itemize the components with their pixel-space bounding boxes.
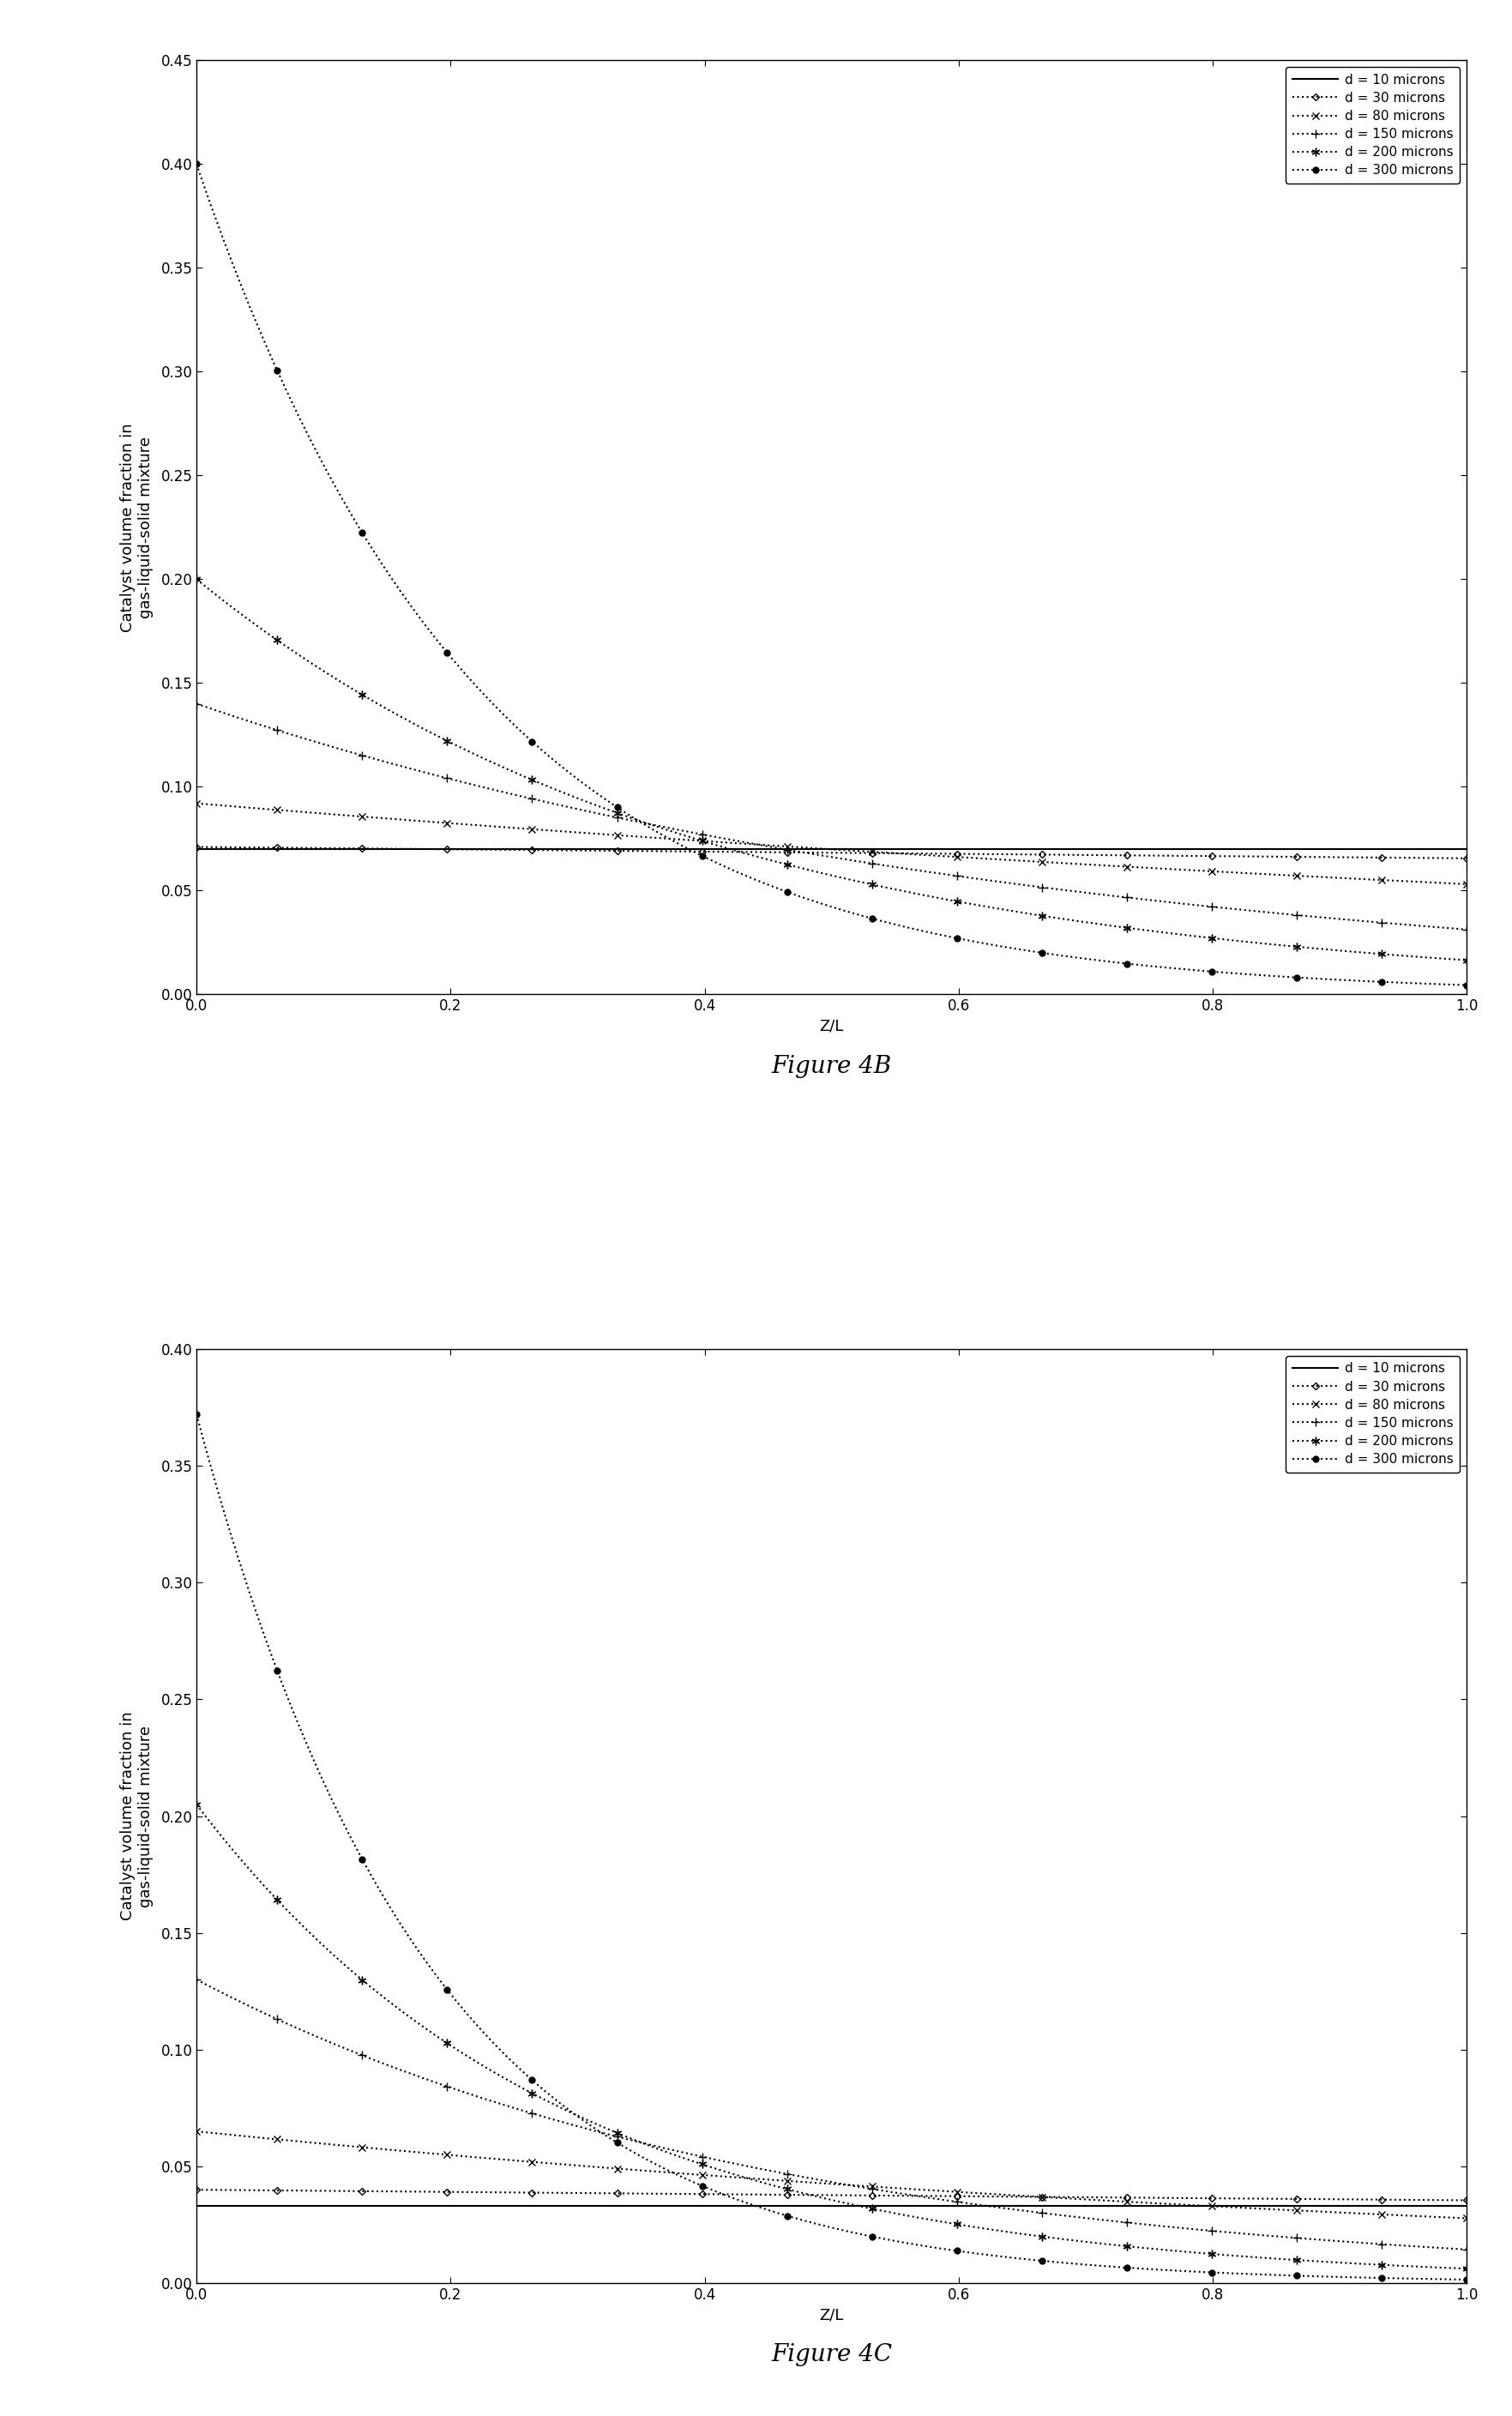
Y-axis label: Catalyst volume fraction in
gas-liquid-solid mixture: Catalyst volume fraction in gas-liquid-s… xyxy=(121,423,154,633)
Legend: d = 10 microns, d = 30 microns, d = 80 microns, d = 150 microns, d = 200 microns: d = 10 microns, d = 30 microns, d = 80 m… xyxy=(1285,68,1461,184)
Text: Figure 4B: Figure 4B xyxy=(771,1056,892,1078)
X-axis label: Z/L: Z/L xyxy=(820,1020,844,1034)
X-axis label: Z/L: Z/L xyxy=(820,2307,844,2322)
Legend: d = 10 microns, d = 30 microns, d = 80 microns, d = 150 microns, d = 200 microns: d = 10 microns, d = 30 microns, d = 80 m… xyxy=(1285,1355,1461,1471)
Y-axis label: Catalyst volume fraction in
gas-liquid-solid mixture: Catalyst volume fraction in gas-liquid-s… xyxy=(121,1711,154,1921)
Text: Figure 4C: Figure 4C xyxy=(771,2344,892,2368)
